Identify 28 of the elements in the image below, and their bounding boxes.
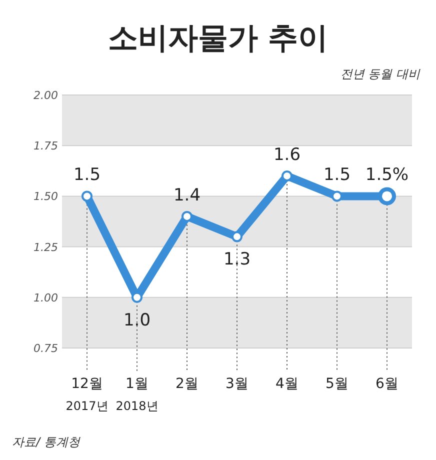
x-tick-label: 4월 (276, 376, 298, 392)
text: 1.4 (173, 185, 201, 206)
point (232, 231, 242, 242)
y-tick-label: 2.00 (34, 89, 58, 102)
x-tick-label: 5월 (326, 376, 348, 392)
text: 1.5 (73, 165, 101, 186)
x-tick-label: 6월 (376, 376, 398, 392)
chart-title: 소비자물가 추이 (108, 21, 328, 56)
text: 1.3 (223, 250, 251, 270)
point (332, 190, 342, 202)
y-tick-label: 1.25 (34, 240, 58, 254)
text: 1.0 (123, 310, 151, 330)
text: 1.5 (323, 165, 351, 186)
point (82, 190, 92, 202)
point (282, 170, 292, 182)
chart-subtitle: 전년 동월 대비 (340, 67, 421, 81)
text: 자료/ 통계청 (12, 435, 81, 449)
y-tick-label: 1.75 (34, 140, 58, 153)
x-tick-label: 1월 2018년 (116, 376, 158, 413)
y-tick-label: 1.00 (34, 291, 58, 304)
y-tick-label: 0.75 (34, 342, 58, 355)
text: 1.6 (273, 144, 301, 165)
x-tick-label: 12월 2017년 (66, 376, 108, 413)
y-tick-label: 1.50 (34, 190, 58, 204)
x-tick-label: 3월 (226, 376, 248, 392)
x-tick-label: 2월 (176, 376, 198, 392)
text: 1.5% (365, 165, 409, 186)
point (182, 210, 192, 222)
